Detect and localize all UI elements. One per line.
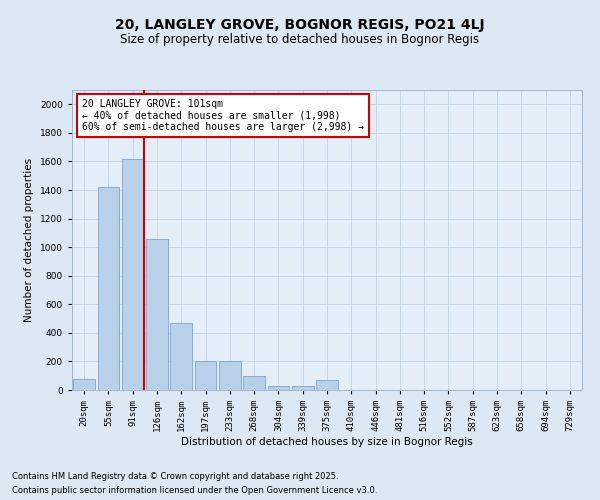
Text: Contains HM Land Registry data © Crown copyright and database right 2025.: Contains HM Land Registry data © Crown c… xyxy=(12,472,338,481)
Text: 20, LANGLEY GROVE, BOGNOR REGIS, PO21 4LJ: 20, LANGLEY GROVE, BOGNOR REGIS, PO21 4L… xyxy=(115,18,485,32)
Bar xyxy=(316,380,338,390)
Bar xyxy=(292,386,314,390)
Text: Size of property relative to detached houses in Bognor Regis: Size of property relative to detached ho… xyxy=(121,32,479,46)
Bar xyxy=(268,386,289,390)
Bar xyxy=(219,360,241,390)
Bar xyxy=(170,323,192,390)
Text: 20 LANGLEY GROVE: 101sqm
← 40% of detached houses are smaller (1,998)
60% of sem: 20 LANGLEY GROVE: 101sqm ← 40% of detach… xyxy=(82,99,364,132)
Y-axis label: Number of detached properties: Number of detached properties xyxy=(25,158,34,322)
Text: Contains public sector information licensed under the Open Government Licence v3: Contains public sector information licen… xyxy=(12,486,377,495)
Bar xyxy=(122,158,143,390)
Bar xyxy=(97,187,119,390)
Bar xyxy=(146,238,168,390)
X-axis label: Distribution of detached houses by size in Bognor Regis: Distribution of detached houses by size … xyxy=(181,437,473,447)
Bar xyxy=(73,378,95,390)
Bar xyxy=(194,360,217,390)
Bar xyxy=(243,376,265,390)
